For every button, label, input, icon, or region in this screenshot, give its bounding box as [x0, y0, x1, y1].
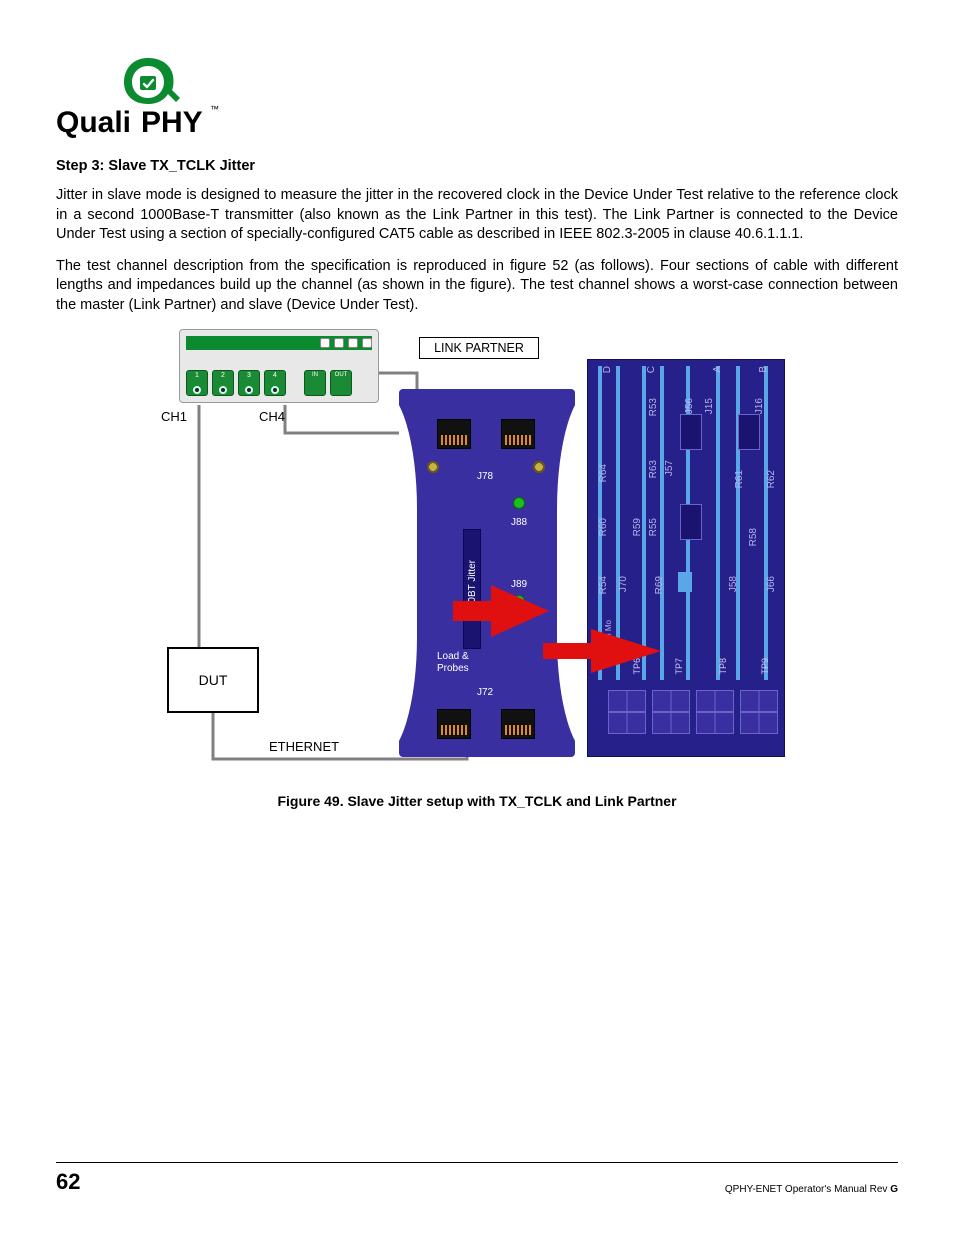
scope-port-2: 2: [212, 370, 234, 396]
chip-3: [696, 690, 734, 734]
top-a: A: [712, 366, 723, 373]
rj45-bot-left: [437, 709, 471, 739]
tp7: TP7: [674, 658, 684, 675]
r54: R54: [598, 576, 609, 594]
hole-2: [533, 461, 545, 473]
diagram: 1 2 3 4 IN OUT CH1 CH4 LINK PARTNER TEST…: [167, 329, 787, 779]
footer-rev: G: [890, 1184, 898, 1195]
tp8: TP8: [718, 658, 728, 675]
r53: R53: [648, 398, 659, 416]
bottom-chip-row: [594, 690, 778, 748]
j69: R69: [654, 576, 665, 594]
brand-logo: Quali PHY ™: [56, 50, 898, 140]
paragraph-2: The test channel description from the sp…: [56, 257, 898, 316]
j16: J16: [754, 398, 765, 414]
r61: R61: [734, 470, 745, 488]
j78-label: J78: [477, 471, 493, 482]
footer-doc-ref: QPHY-ENET Operator's Manual Rev G: [725, 1184, 898, 1195]
pad-2: [738, 414, 760, 450]
r64: R64: [598, 464, 609, 482]
smallpad-1: [678, 572, 692, 592]
r58: R58: [748, 528, 759, 546]
page-footer: 62 QPHY-ENET Operator's Manual Rev G: [56, 1162, 898, 1195]
svg-text:PHY: PHY: [141, 106, 203, 139]
j58: J58: [728, 576, 739, 592]
r59: R59: [632, 518, 643, 536]
red-arrow-left: [491, 585, 549, 637]
top-c: C: [646, 366, 657, 373]
pcb-left: J78 J88 1000BT Jitter J89 Load & Probes …: [399, 389, 575, 757]
j57: J57: [664, 460, 675, 476]
red-arrow-right: [591, 629, 661, 673]
step-heading: Step 3: Slave TX_TCLK Jitter: [56, 158, 898, 174]
pad-1: [680, 414, 702, 450]
top-d: D: [602, 366, 613, 373]
j88-label: J88: [511, 517, 527, 528]
ch1-label: CH1: [161, 409, 187, 424]
footer-doc: QPHY-ENET Operator's Manual Rev: [725, 1184, 890, 1195]
oscilloscope: 1 2 3 4 IN OUT: [179, 329, 379, 403]
pcb-right: D C A B R53 J56 J15 J16 R64 R63 J57 R61 …: [587, 359, 785, 757]
j56: J56: [684, 398, 695, 414]
figure-caption: Figure 49. Slave Jitter setup with TX_TC…: [56, 793, 898, 809]
dut-box: DUT: [167, 647, 259, 713]
scope-port-4: 4: [264, 370, 286, 396]
scope-port-row: 1 2 3 4 IN OUT: [186, 370, 352, 396]
r55: R55: [648, 518, 659, 536]
j70: J70: [618, 576, 629, 592]
hole-1: [427, 461, 439, 473]
paragraph-1: Jitter in slave mode is designed to meas…: [56, 186, 898, 245]
tp9: TP9: [760, 658, 770, 675]
ethernet-label: ETHERNET: [269, 739, 339, 754]
scope-port-3: 3: [238, 370, 260, 396]
chip-1: [608, 690, 646, 734]
r63: R63: [648, 460, 659, 478]
pad-3: [680, 504, 702, 540]
r62: R62: [766, 470, 777, 488]
scope-port-in: IN: [304, 370, 326, 396]
scope-port-out: OUT: [330, 370, 352, 396]
load-label: Load &: [437, 651, 469, 662]
r60: R60: [598, 518, 609, 536]
probes-label: Probes: [437, 663, 469, 674]
rj45-top-right: [501, 419, 535, 449]
dut-label: DUT: [199, 672, 228, 688]
j66: J66: [766, 576, 777, 592]
svg-text:™: ™: [210, 104, 219, 114]
scope-window-buttons: [320, 338, 372, 348]
svg-text:Quali: Quali: [56, 106, 131, 139]
rj45-top-left: [437, 419, 471, 449]
j15: J15: [704, 398, 715, 414]
rj45-bot-right: [501, 709, 535, 739]
page-number: 62: [56, 1169, 80, 1195]
green-dot-1: [513, 497, 525, 509]
chip-2: [652, 690, 690, 734]
ch4-label: CH4: [259, 409, 285, 424]
chip-4: [740, 690, 778, 734]
top-b: B: [758, 366, 769, 373]
jitter-strip: 1000BT Jitter: [463, 529, 481, 649]
scope-port-1: 1: [186, 370, 208, 396]
qualiphy-logo-icon: Quali PHY ™: [56, 50, 246, 140]
j72-label: J72: [477, 687, 493, 698]
figure-container: 1 2 3 4 IN OUT CH1 CH4 LINK PARTNER TEST…: [56, 329, 898, 779]
link-partner-label: LINK PARTNER: [419, 337, 539, 359]
